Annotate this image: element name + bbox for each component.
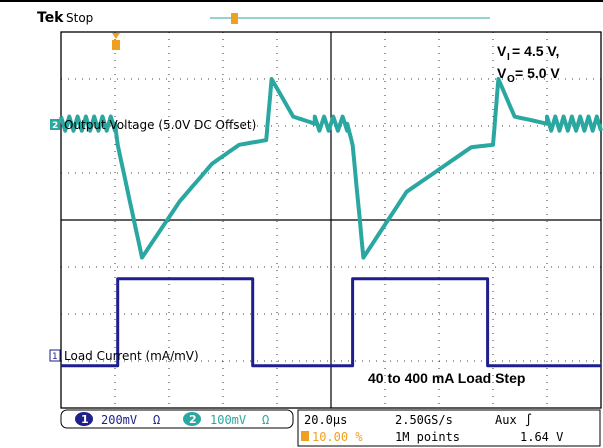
record-length: 1M points xyxy=(395,430,460,444)
trigger-position-icon xyxy=(301,431,309,441)
output-voltage-label: Output Voltage (5.0V DC Offset) xyxy=(64,118,256,132)
readout-bar: 1 200mV Ω 2 100mV Ω 20.0µs 10.00 % 2.50G… xyxy=(60,409,601,447)
vo-subscript: O xyxy=(507,74,515,85)
ch1-bandwidth-icon: Ω xyxy=(153,413,160,427)
output-voltage-annotation: V O = 5.0 V xyxy=(497,65,560,85)
input-voltage-annotation: V I = 4.5 V, xyxy=(497,43,559,63)
trigger-position-value: 10.00 % xyxy=(312,430,363,444)
vo-value: = 5.0 V xyxy=(515,65,560,81)
trigger-slope-icon: ∫ xyxy=(525,413,532,427)
ch1-marker-number: 1 xyxy=(52,352,58,362)
ch2-marker-number: 2 xyxy=(52,121,58,131)
ch1-readout-badge xyxy=(75,412,93,426)
load-current-label: Load Current (mA/mV) xyxy=(64,349,199,363)
vo-symbol: V xyxy=(497,65,507,81)
load-step-annotation: 40 to 400 mA Load Step xyxy=(368,370,525,386)
ch2-scale: 100mV xyxy=(210,413,246,427)
trigger-position-marker xyxy=(112,33,120,50)
graticule xyxy=(61,32,601,408)
acquisition-state: Stop xyxy=(66,11,93,25)
top-rule xyxy=(0,0,603,2)
brand-label: Tek xyxy=(37,10,64,26)
channel-readout-box xyxy=(60,409,294,429)
ch2-ground-marker: 2 xyxy=(50,119,60,131)
ch1-scale: 200mV xyxy=(101,413,137,427)
ch2-readout-badge xyxy=(183,412,201,426)
trace-layer xyxy=(59,77,603,368)
trigger-source: Aux xyxy=(495,413,517,427)
ch2-readout-number: 2 xyxy=(189,413,197,426)
output-voltage-trace xyxy=(59,77,603,260)
graticule-frame xyxy=(60,31,602,409)
load-current-trace xyxy=(61,277,601,368)
sample-rate: 2.50GS/s xyxy=(395,413,453,427)
record-trigger-marker xyxy=(231,13,238,24)
ch1-readout-number: 1 xyxy=(81,413,89,426)
ch2-bandwidth-icon: Ω xyxy=(262,413,269,427)
trigger-level: 1.64 V xyxy=(520,430,563,444)
timebase-value: 20.0µs xyxy=(304,413,347,427)
vi-subscript: I xyxy=(507,52,510,63)
vi-value: = 4.5 V, xyxy=(512,43,559,59)
ch1-ground-marker: 1 xyxy=(49,349,61,362)
timebase-readout-box xyxy=(297,409,601,447)
vi-symbol: V xyxy=(497,43,507,59)
